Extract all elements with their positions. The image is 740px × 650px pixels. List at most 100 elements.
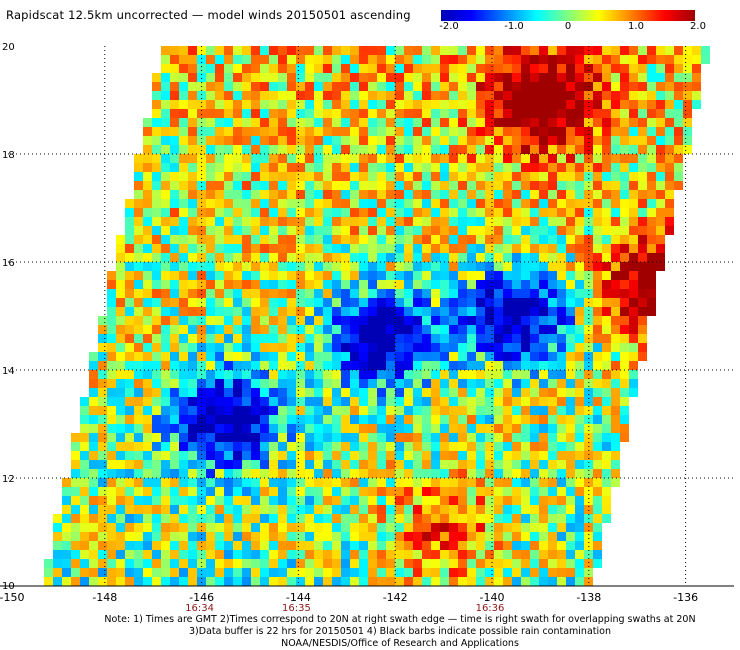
swath-cell [386,568,395,577]
swath-cell [107,577,116,586]
swath-cell [566,370,575,379]
swath-cell [557,451,566,460]
swath-cell [530,262,539,271]
swath-cell [611,298,620,307]
swath-cell [440,577,449,586]
swath-cell [494,523,503,532]
swath-cell [494,451,503,460]
swath-cell [476,541,485,550]
swath-cell [440,433,449,442]
swath-cell [287,208,296,217]
swath-cell [296,127,305,136]
swath-cell [206,100,215,109]
swath-cell [566,550,575,559]
swath-cell [197,397,206,406]
swath-cell [98,505,107,514]
swath-cell [575,496,584,505]
swath-cell [143,397,152,406]
swath-cell [413,550,422,559]
swath-cell [458,568,467,577]
swath-cell [386,217,395,226]
swath-cell [152,505,161,514]
swath-cell [134,361,143,370]
swath-cell [152,334,161,343]
swath-cell [206,550,215,559]
swath-cell [152,289,161,298]
swath-cell [377,82,386,91]
swath-cell [224,343,233,352]
swath-cell [386,361,395,370]
swath-cell [395,280,404,289]
swath-cell [143,325,152,334]
swath-cell [611,136,620,145]
swath-cell [341,316,350,325]
swath-cell [386,334,395,343]
swath-cell [305,559,314,568]
swath-cell [359,487,368,496]
swath-cell [305,136,314,145]
swath-cell [296,244,305,253]
swath-cell [377,415,386,424]
swath-cell [134,433,143,442]
swath-cell [566,262,575,271]
swath-cell [287,298,296,307]
swath-cell [602,469,611,478]
swath-cell [269,487,278,496]
swath-cell [656,190,665,199]
swath-cell [350,559,359,568]
grid-layer [0,46,734,587]
swath-cell [521,388,530,397]
swath-cell [305,226,314,235]
swath-cell [71,469,80,478]
swath-cell [188,415,197,424]
swath-cell [287,91,296,100]
swath-cell [350,190,359,199]
swath-cell [422,388,431,397]
swath-cell [179,379,188,388]
swath-cell [107,289,116,298]
swath-cell [575,199,584,208]
swath-cell [557,145,566,154]
swath-cell [638,118,647,127]
swath-cell [377,505,386,514]
swath-cell [305,190,314,199]
swath-cell [62,514,71,523]
swath-cell [467,424,476,433]
swath-cell [332,118,341,127]
swath-cell [548,145,557,154]
swath-cell [89,460,98,469]
swath-cell [251,217,260,226]
swath-cell [197,325,206,334]
swath-cell [422,172,431,181]
swath-cell [323,568,332,577]
swath-cell [152,244,161,253]
swath-cell [602,298,611,307]
swath-cell [359,190,368,199]
swath-cell [287,316,296,325]
swath-cell [152,352,161,361]
swath-cell [539,505,548,514]
swath-cell [224,559,233,568]
swath-cell [467,343,476,352]
swath-cell [548,307,557,316]
swath-cell [665,55,674,64]
swath-cell [179,91,188,100]
swath-cell [314,325,323,334]
swath-cell [575,379,584,388]
swath-cell [377,280,386,289]
swath-cell [422,424,431,433]
swath-cell [215,244,224,253]
swath-cell [602,325,611,334]
swath-cell [593,415,602,424]
swath-cell [584,532,593,541]
swath-cell [638,199,647,208]
swath-cell [485,262,494,271]
swath-cell [278,271,287,280]
swath-cell [314,82,323,91]
swath-cell [530,118,539,127]
swath-cell [71,505,80,514]
swath-cell [629,298,638,307]
swath-cell [332,109,341,118]
swath-cell [197,352,206,361]
swath-cell [458,469,467,478]
